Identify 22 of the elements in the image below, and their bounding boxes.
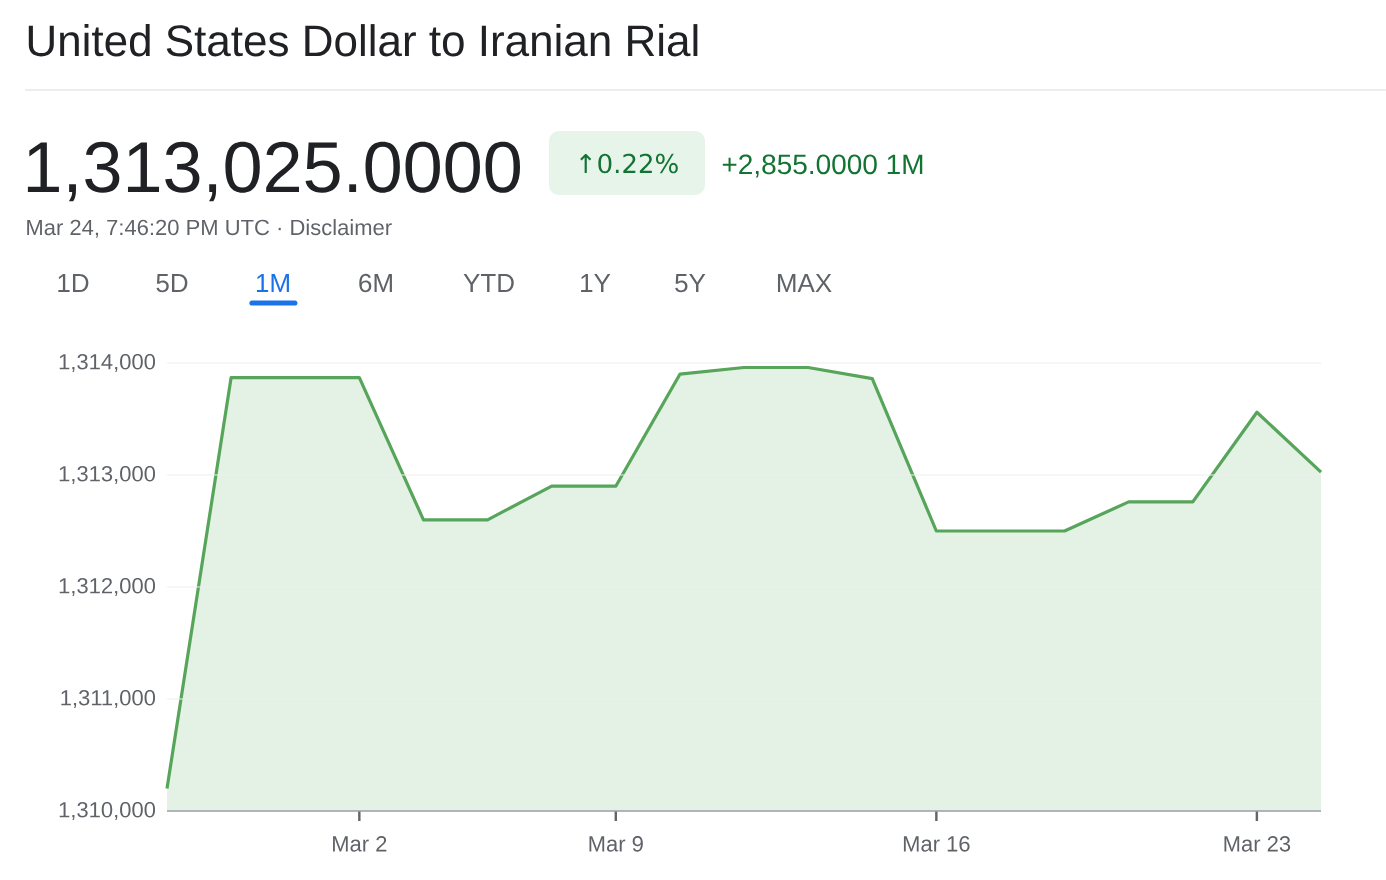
text: YTD (463, 274, 514, 292)
text: +2,855.0000 1M (722, 154, 923, 178)
y-tick-label: 1,314,000 (59, 353, 156, 373)
text: 1M (256, 274, 289, 292)
y-tick-label: 1,311,000 (61, 689, 156, 709)
y-tick-label: 1,312,000 (59, 577, 156, 597)
chart-subtitle: 1,313,025.0000 (27, 141, 520, 202)
text: 5D (156, 274, 188, 293)
text: ↑0.22% (580, 153, 678, 174)
text: MAX (777, 274, 832, 292)
x-tick-label: Mar 16 (903, 836, 970, 852)
text: 5Y (675, 274, 706, 293)
y-tick-label: 1,310,000 (59, 801, 156, 821)
x-tick-label: Mar 23 (1224, 836, 1291, 852)
x-tick-label: Mar 2 (333, 836, 387, 852)
text: 1Y (581, 274, 611, 292)
chart-title: United States Dollar to Iranian Rial (28, 24, 698, 57)
text: 6M (359, 273, 392, 293)
x-tick-label: Mar 9 (589, 836, 643, 852)
text: 1D (58, 274, 89, 292)
y-tick-label: 1,313,000 (59, 465, 156, 485)
text: Mar 24, 7:46:20 PM UTC · Disclaimer (27, 219, 392, 238)
